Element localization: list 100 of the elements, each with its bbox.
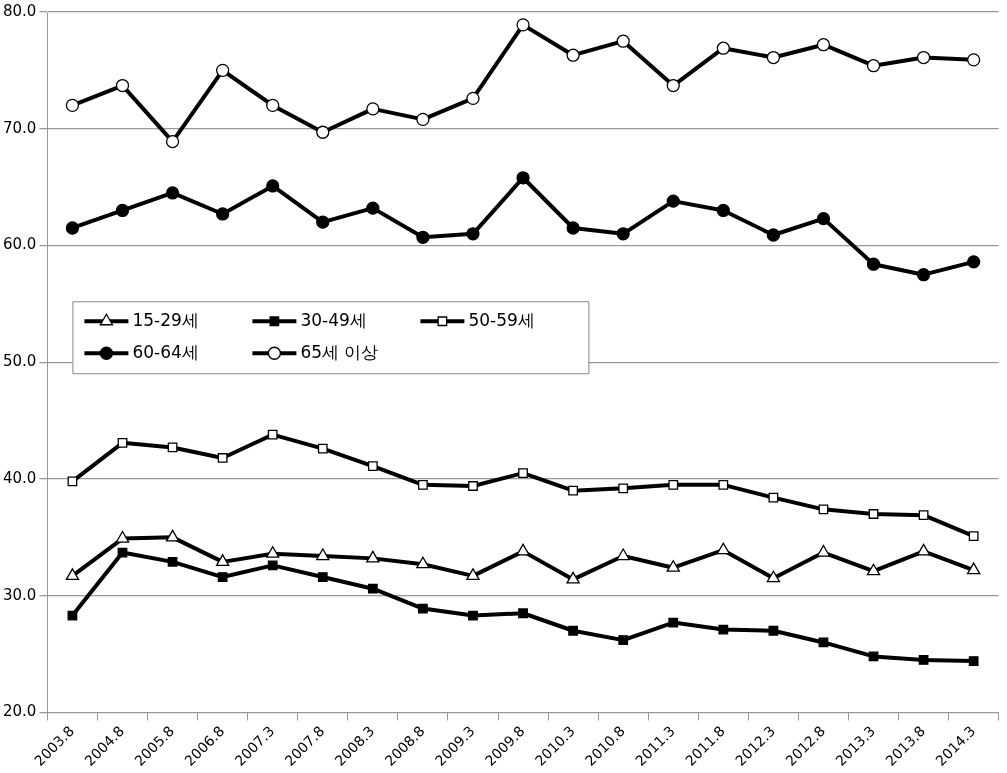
point [967, 53, 981, 67]
point [968, 531, 979, 542]
point [566, 571, 580, 584]
point [165, 134, 180, 149]
point [468, 610, 478, 621]
point [215, 63, 230, 78]
point [416, 556, 430, 569]
point [466, 568, 480, 581]
point [215, 554, 230, 567]
y-tick-label: 30.0 [2, 585, 37, 604]
point [418, 479, 428, 490]
point [866, 257, 881, 271]
point [566, 48, 580, 62]
point [165, 529, 180, 542]
legend-label: 30-49세 [300, 309, 367, 330]
point [766, 570, 781, 583]
point [65, 221, 80, 235]
point [616, 227, 630, 241]
point [65, 98, 80, 113]
point [716, 203, 730, 218]
point [67, 476, 78, 487]
point [418, 603, 428, 614]
point [768, 492, 779, 503]
point [968, 656, 979, 667]
point [266, 98, 280, 113]
point [267, 429, 278, 440]
point [466, 227, 480, 241]
point [716, 41, 730, 55]
point [367, 583, 378, 594]
point [716, 542, 731, 555]
point [516, 171, 530, 185]
point [65, 568, 80, 581]
point [868, 509, 879, 519]
point [666, 78, 680, 93]
point [317, 443, 328, 454]
point [618, 483, 629, 494]
point [367, 461, 378, 472]
legend-label: 15-29세 [132, 309, 199, 330]
point [568, 485, 579, 496]
y-tick-label: 80.0 [2, 1, 37, 20]
legend-label: 65세 이상 [300, 341, 379, 362]
point [518, 608, 528, 619]
point [568, 625, 579, 636]
point [516, 18, 530, 32]
point [366, 201, 380, 215]
point [516, 543, 530, 556]
legend-label: 50-59세 [468, 309, 535, 330]
point [918, 510, 929, 521]
point [866, 563, 881, 576]
point [616, 34, 630, 48]
point [666, 194, 680, 208]
point [217, 453, 228, 463]
point [718, 624, 729, 635]
point [366, 102, 380, 116]
y-tick-label: 20.0 [2, 702, 37, 721]
point [668, 617, 679, 628]
point [117, 437, 128, 448]
point [916, 543, 931, 556]
point [416, 112, 430, 127]
point [267, 560, 278, 571]
point [366, 550, 380, 563]
point [316, 125, 330, 139]
point [916, 50, 931, 65]
point [115, 203, 130, 218]
point [616, 548, 630, 561]
y-tick-label: 50.0 [2, 352, 37, 371]
y-tick-label: 70.0 [2, 118, 37, 137]
point [466, 91, 480, 106]
point [768, 625, 779, 636]
point [468, 481, 478, 491]
point [167, 556, 178, 567]
point [115, 78, 130, 93]
point [818, 504, 829, 515]
y-tick-label: 60.0 [2, 235, 37, 254]
point [967, 255, 981, 269]
point [217, 572, 228, 582]
point [666, 560, 680, 572]
point [115, 530, 130, 543]
point [316, 215, 330, 229]
point [866, 59, 881, 73]
point [266, 546, 280, 558]
point [816, 211, 831, 226]
point [416, 230, 430, 244]
point [766, 228, 781, 242]
point [668, 479, 679, 490]
point [918, 655, 929, 665]
point [718, 479, 729, 490]
point [518, 468, 528, 479]
point [966, 562, 981, 575]
point [317, 572, 328, 582]
legend-label: 60-64세 [132, 341, 199, 362]
point [816, 544, 831, 557]
point [916, 268, 931, 282]
point [618, 635, 629, 645]
point [266, 179, 280, 193]
point [165, 186, 180, 200]
point [766, 50, 781, 65]
point [816, 38, 831, 52]
point [215, 207, 230, 221]
y-tick-label: 40.0 [2, 468, 37, 487]
